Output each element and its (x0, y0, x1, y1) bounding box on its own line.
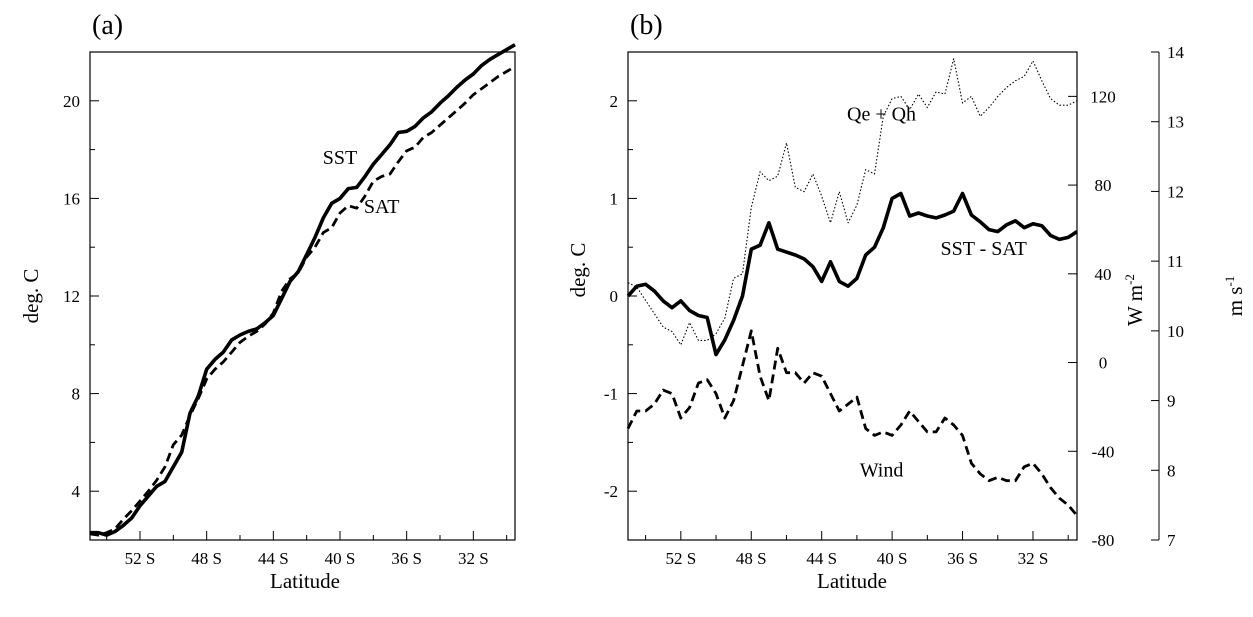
panel-a-annotations: SST SAT (323, 147, 400, 218)
panel-a-y-tick-label: 4 (72, 482, 81, 501)
panel-b-series-wind (626, 329, 1079, 517)
panel-b-ylabel-right-1: W m-2 (1122, 274, 1147, 326)
panel-a-series (89, 43, 516, 537)
panel-b-ylabel-right-2: m s-1 (1222, 276, 1247, 317)
panel-b-x-tick-label: 52 S (665, 549, 696, 568)
panel-b-right1-tick-label: 40 (1095, 265, 1112, 284)
panel-a-x-tick-label: 36 S (391, 549, 422, 568)
panel-b: (b) 52 S 48 S 44 S 40 S 36 S 32 S-2-1012-80-4… (566, 10, 1247, 593)
panel-b-ylabel-right-1-exponent: -2 (1122, 274, 1137, 285)
panel-b-series (626, 58, 1079, 517)
panel-a-frame (89, 51, 516, 541)
panel-b-annotation: Wind (860, 460, 904, 482)
panel-b-right2-tick-label: 8 (1167, 461, 1176, 480)
panel-b-ylabel-right-2-exponent: -1 (1222, 276, 1237, 287)
panel-a-x-tick-label: 48 S (191, 549, 222, 568)
panel-b-ylabel: deg. C (566, 243, 590, 298)
panel-b-y-tick-label: 0 (610, 287, 619, 306)
panel-a-x-tick-label: 44 S (258, 549, 289, 568)
panel-a: (a) 52 S 48 S 44 S 40 S 36 S 32 S 4 8 12 16 20 SST… (19, 10, 516, 593)
panel-b-right2-tick-label: 9 (1167, 392, 1176, 411)
panel-b-annotations: Qe + Qh SST - SAT Wind (847, 103, 1027, 481)
panel-b-x-tick-label: 44 S (806, 549, 837, 568)
panel-b-y-tick-label: -1 (604, 385, 618, 404)
panel-b-right2-tick-label: 11 (1167, 252, 1183, 271)
panel-b-y-tick-label: 1 (610, 189, 619, 208)
panel-a-ylabel: deg. C (19, 269, 43, 324)
panel-a-label: (a) (92, 10, 123, 41)
panel-b-ylabel-right-2-base: m s (1223, 287, 1247, 317)
panel-b-right1-tick-label: 0 (1099, 354, 1108, 373)
panel-a-axes: 52 S 48 S 44 S 40 S 36 S 32 S 4 8 12 16 20 (63, 51, 516, 568)
panel-b-xlabel: Latitude (817, 569, 887, 593)
panel-b-right1-tick-label: -40 (1092, 442, 1115, 461)
panel-b-right1-tick-label: 80 (1095, 176, 1112, 195)
panel-b-y-tick-label: 2 (610, 92, 619, 111)
panel-a-y-tick-label: 12 (63, 287, 80, 306)
panel-a-y-tick-label: 8 (72, 385, 81, 404)
panel-b-annotation: Qe + Qh (847, 103, 916, 125)
panel-b-y-tick-label: -2 (604, 482, 618, 501)
panel-b-right2-tick-label: 10 (1167, 322, 1184, 341)
panel-a-annotation: SST (323, 147, 357, 169)
panel-b-right2-tick-label: 14 (1167, 43, 1185, 62)
panel-b-right2-tick-label: 13 (1167, 113, 1184, 132)
panel-b-right2-tick-label: 7 (1167, 531, 1176, 550)
panel-a-x-tick-label: 52 S (125, 549, 156, 568)
panel-b-series-sst-sat (626, 191, 1078, 357)
panel-a-xlabel: Latitude (270, 569, 340, 593)
panel-b-right2-tick-label: 12 (1167, 182, 1184, 201)
panel-b-right1-tick-label: 120 (1090, 87, 1116, 106)
panel-b-x-tick-label: 36 S (947, 549, 978, 568)
panel-a-y-tick-label: 16 (63, 189, 80, 208)
panel-b-x-tick-label: 40 S (877, 549, 908, 568)
panel-b-x-tick-label: 48 S (736, 549, 767, 568)
panel-a-y-tick-label: 20 (63, 92, 80, 111)
panel-a-series-sat (89, 65, 516, 537)
panel-b-ylabel-right-1-base: W m (1123, 285, 1147, 326)
panel-a-x-tick-label: 40 S (325, 549, 356, 568)
panel-a-series-sst (90, 43, 516, 537)
panel-a-x-tick-label: 32 S (458, 549, 489, 568)
panel-b-annotation: SST - SAT (941, 238, 1027, 260)
panel-b-label: (b) (630, 10, 663, 41)
panel-b-x-tick-label: 32 S (1018, 549, 1049, 568)
panel-b-series-qe-qh (627, 58, 1078, 346)
panel-a-annotation: SAT (364, 196, 400, 218)
panel-b-right1-tick-label: -80 (1092, 531, 1115, 550)
